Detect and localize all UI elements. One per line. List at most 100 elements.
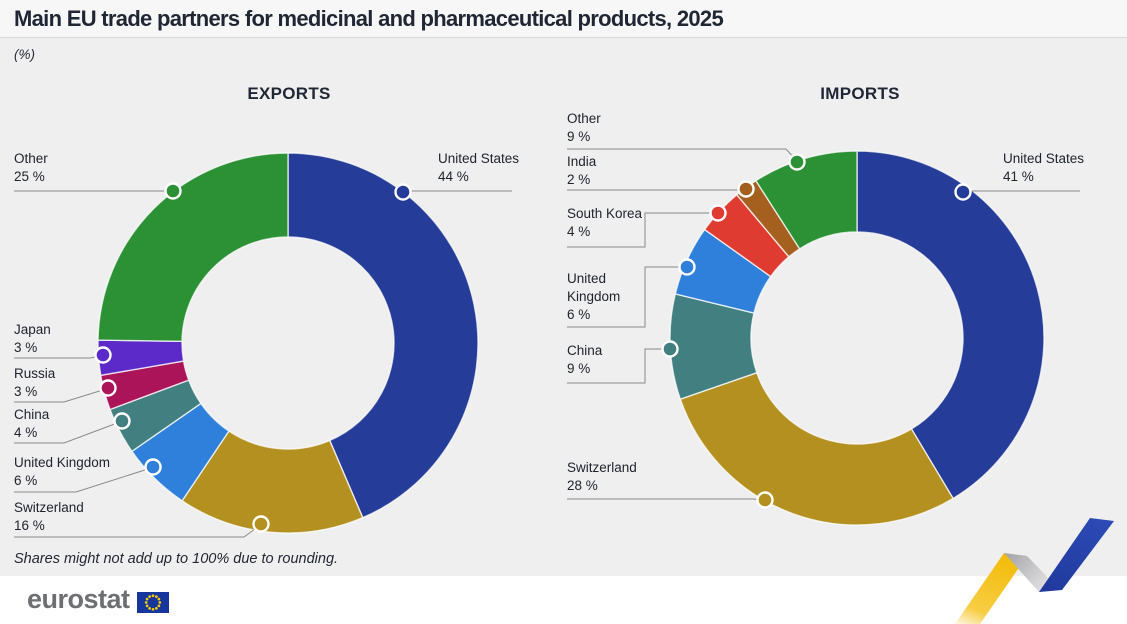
flag-star [151, 607, 154, 611]
partner-share: 3 % [14, 340, 38, 355]
flag-star [147, 595, 151, 598]
partner-name: United States [438, 151, 520, 166]
label-imports-india: India 2 % [567, 153, 596, 189]
partner-name: United States [1003, 151, 1085, 166]
dot-imports-united-states [954, 183, 972, 201]
partner-share: 4 % [567, 224, 591, 239]
label-exports-japan: Japan 3 % [14, 321, 51, 357]
label-imports-switzerland: Switzerland 28 % [567, 459, 637, 495]
label-imports-united-kingdom: United Kingdom 6 % [567, 270, 631, 324]
flag-star [157, 597, 160, 601]
leader-exports-china [14, 421, 121, 444]
leader-imports-switzerland [567, 498, 765, 501]
dot-exports-united-kingdom [144, 458, 162, 476]
dot-imports-switzerland [756, 491, 774, 509]
leader-imports-south-korea [567, 212, 710, 248]
partner-name: India [567, 154, 597, 169]
partner-share: 4 % [14, 425, 38, 440]
eurostat-logo-text: eurostat [27, 584, 130, 614]
leader-imports-other [567, 148, 797, 161]
slice-imports-switzerland [679, 371, 955, 526]
label-exports-russia: Russia 3 % [14, 365, 55, 401]
dot-exports-russia [99, 379, 117, 397]
dot-exports-other [164, 182, 182, 200]
imports-donut-chart [669, 150, 1045, 526]
partner-name: Switzerland [567, 460, 637, 475]
partner-name: Other [567, 111, 601, 126]
partner-share: 2 % [567, 172, 591, 187]
label-exports-other: Other 25 % [14, 150, 48, 186]
flag-star [154, 607, 158, 610]
label-imports-china: China 9 % [567, 342, 602, 378]
label-imports-other: Other 9 % [567, 110, 601, 146]
slice-imports-other [754, 150, 858, 250]
eurostat-logo[interactable]: eurostat [27, 584, 169, 615]
leader-imports-united-kingdom [567, 266, 679, 328]
partner-share: 16 % [14, 518, 45, 533]
partner-share: 41 % [1003, 169, 1034, 184]
ribbon-blue-band [1039, 518, 1114, 592]
dot-imports-south-korea [709, 204, 727, 222]
flag-star [145, 597, 148, 601]
leader-imports-china [567, 348, 662, 384]
label-imports-united-states: United States 41 % [1003, 150, 1084, 186]
dot-exports-united-states [394, 183, 412, 201]
ribbon-yellow-band [955, 553, 1027, 624]
partner-name: Switzerland [14, 500, 84, 515]
title-band [0, 0, 1127, 38]
leader-lines [14, 148, 1080, 538]
dot-exports-china [113, 412, 131, 430]
partner-share: 44 % [438, 169, 469, 184]
rounding-footnote: Shares might not add up to 100% due to r… [14, 551, 339, 567]
decorative-ribbon [955, 518, 1114, 624]
flag-star [151, 594, 154, 598]
partner-share: 6 % [567, 307, 591, 322]
slice-exports-other [97, 152, 289, 343]
dot-exports-switzerland [252, 515, 270, 533]
partner-share: 28 % [567, 478, 598, 493]
leader-exports-russia [14, 388, 107, 403]
eu-flag-field [136, 592, 169, 613]
partner-share: 3 % [14, 384, 38, 399]
flag-star [145, 604, 148, 608]
slice-exports-united-states [287, 152, 479, 519]
dot-imports-india [737, 180, 755, 198]
callout-dots [94, 153, 972, 533]
flag-star [144, 601, 148, 604]
label-exports-united-states: United States 44 % [438, 150, 519, 186]
imports-chart-title: IMPORTS [820, 84, 900, 103]
leader-exports-united-kingdom [14, 467, 152, 493]
flag-star [147, 607, 151, 610]
footer-band [0, 576, 1127, 624]
label-imports-south-korea: South Korea 4 % [567, 205, 642, 241]
dot-imports-united-kingdom [678, 258, 696, 276]
unit-subtitle: (%) [14, 47, 35, 62]
label-exports-china: China 4 % [14, 406, 49, 442]
partner-name: United Kingdom [14, 455, 111, 470]
flag-star [154, 595, 158, 598]
partner-share: 9 % [567, 129, 591, 144]
label-exports-united-kingdom: United Kingdom 6 % [14, 454, 110, 490]
slice-imports-united-states [856, 150, 1045, 500]
eu-flag-icon [136, 592, 169, 613]
dot-imports-china [661, 340, 679, 358]
partner-name: United Kingdom [567, 271, 621, 304]
page-title: Main EU trade partners for medicinal and… [14, 6, 724, 31]
partner-share: 9 % [567, 361, 591, 376]
exports-chart-title: EXPORTS [247, 84, 331, 103]
flag-star [157, 604, 160, 608]
flag-star [157, 601, 161, 604]
partner-name: Japan [14, 322, 51, 337]
partner-share: 6 % [14, 473, 38, 488]
dot-exports-japan [94, 346, 112, 364]
partner-name: Russia [14, 366, 56, 381]
exports-donut-chart [97, 152, 479, 534]
leader-exports-switzerland [14, 525, 260, 538]
partner-name: China [567, 343, 603, 358]
label-exports-switzerland: Switzerland 16 % [14, 499, 84, 535]
partner-name: China [14, 407, 50, 422]
partner-name: Other [14, 151, 48, 166]
partner-name: South Korea [567, 206, 643, 221]
